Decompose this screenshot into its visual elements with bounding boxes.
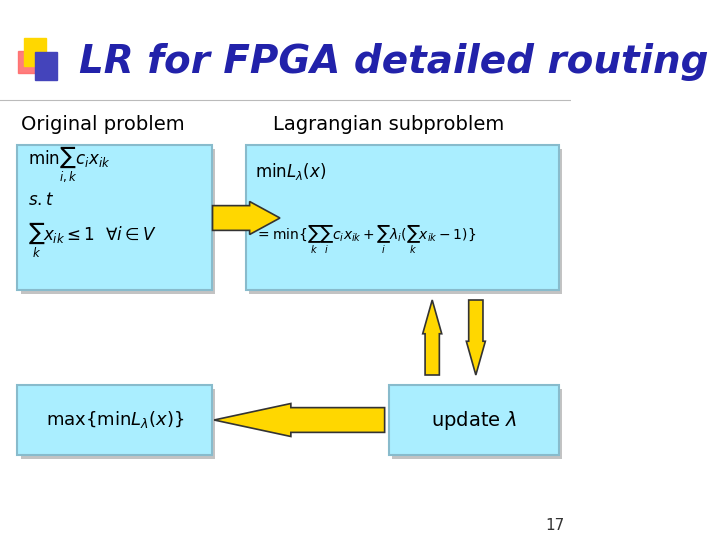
FancyBboxPatch shape [246,145,559,290]
Polygon shape [467,300,485,375]
Bar [24,38,46,66]
FancyBboxPatch shape [392,389,562,459]
FancyBboxPatch shape [17,145,212,290]
Polygon shape [214,403,384,436]
Text: LR for FPGA detailed routing: LR for FPGA detailed routing [79,43,708,81]
Text: Original problem: Original problem [22,116,185,134]
Text: $\sum_k x_{ik} \leq 1 \ \ \forall i \in V$: $\sum_k x_{ik} \leq 1 \ \ \forall i \in … [28,220,156,260]
Bar [35,52,57,80]
Text: update $\lambda$: update $\lambda$ [431,408,518,431]
FancyBboxPatch shape [17,385,212,455]
Text: 17: 17 [546,517,564,532]
Polygon shape [423,300,442,375]
Bar [18,51,36,73]
FancyBboxPatch shape [249,149,562,294]
FancyBboxPatch shape [389,385,559,455]
Text: $\min \sum_{i,k} c_i x_{ik}$: $\min \sum_{i,k} c_i x_{ik}$ [28,145,110,185]
Text: $= \min\{\sum_k \sum_i c_i x_{ik} + \sum_i \lambda_i(\sum_k x_{ik} - 1)\}$: $= \min\{\sum_k \sum_i c_i x_{ik} + \sum… [256,224,477,256]
Text: $s.t$: $s.t$ [28,191,54,209]
Polygon shape [212,201,280,234]
Text: $\max\{\min L_\lambda(x)\}$: $\max\{\min L_\lambda(x)\}$ [46,409,184,430]
FancyBboxPatch shape [21,149,215,294]
Text: $\min L_\lambda(x)$: $\min L_\lambda(x)$ [256,161,327,183]
FancyBboxPatch shape [21,389,215,459]
Text: Lagrangian subproblem: Lagrangian subproblem [273,116,504,134]
